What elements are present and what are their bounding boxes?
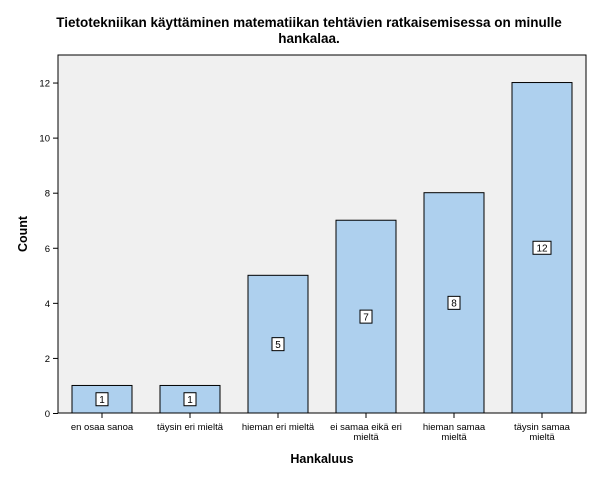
data-label: 12 bbox=[536, 243, 548, 254]
bars-group: 1 1 5 7 8 12 bbox=[71, 82, 573, 414]
data-label-box bbox=[271, 337, 285, 352]
y-tick-label: 8 bbox=[45, 189, 50, 200]
data-label-box bbox=[532, 240, 552, 255]
y-tick-label: 12 bbox=[39, 79, 50, 90]
y-tick-label: 6 bbox=[45, 244, 50, 255]
y-tick-label: 10 bbox=[39, 134, 50, 145]
y-axis-title: Count bbox=[16, 215, 30, 252]
x-tick-label: ei samaa eikä eri bbox=[330, 422, 402, 433]
y-tick-label: 4 bbox=[45, 299, 50, 310]
x-tick-label: täysin samaa bbox=[514, 422, 571, 433]
y-axis: 0 2 4 6 8 10 12 bbox=[39, 79, 58, 420]
x-tick-label: mieltä bbox=[353, 432, 379, 443]
data-label: 1 bbox=[99, 395, 105, 406]
chart-title-line-1: Tietotekniikan käyttäminen matematiikan … bbox=[56, 15, 562, 30]
data-label-box bbox=[359, 309, 373, 324]
x-axis-title: Hankaluus bbox=[290, 452, 353, 466]
data-label-box bbox=[183, 392, 197, 407]
data-label: 8 bbox=[451, 299, 457, 310]
x-tick-label: en osaa sanoa bbox=[71, 422, 134, 433]
y-tick-label: 0 bbox=[45, 409, 50, 420]
x-tick-label: mieltä bbox=[441, 432, 467, 443]
data-label-box bbox=[447, 295, 461, 310]
x-axis: en osaa sanoa täysin eri mieltä hieman eri… bbox=[71, 413, 571, 443]
data-label: 7 bbox=[363, 312, 369, 323]
data-label-box bbox=[95, 392, 109, 407]
data-label: 1 bbox=[187, 395, 193, 406]
x-tick-label: täysin eri mieltä bbox=[157, 422, 224, 433]
x-tick-label: hieman samaa bbox=[423, 422, 486, 433]
plot-area bbox=[57, 54, 587, 414]
x-tick-label: hieman eri mieltä bbox=[242, 422, 315, 433]
data-label: 5 bbox=[275, 340, 281, 351]
y-tick-label: 2 bbox=[45, 354, 50, 365]
chart-title-line-2: hankalaa. bbox=[278, 31, 340, 46]
x-tick-label: mieltä bbox=[529, 432, 555, 443]
